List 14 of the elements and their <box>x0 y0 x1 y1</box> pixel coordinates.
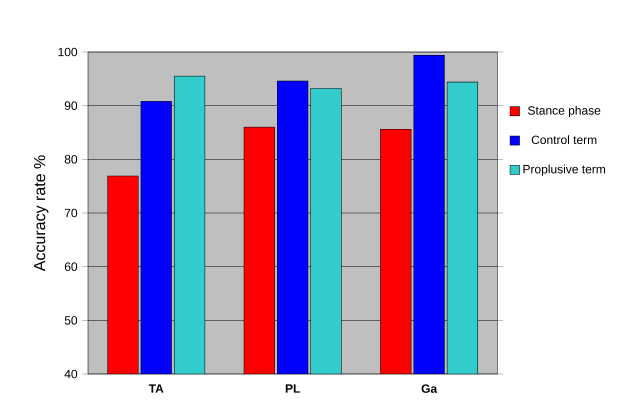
y-tick-label: 60 <box>64 262 78 271</box>
legend-label: Control term <box>532 135 596 144</box>
y-tick-label: 50 <box>64 316 78 325</box>
y-tick-label: 80 <box>64 155 78 164</box>
x-tick-label: TA <box>148 384 164 393</box>
x-tick-label: PL <box>286 384 300 393</box>
y-tick-label: 70 <box>64 208 78 218</box>
y-tick-label: 100 <box>58 48 78 56</box>
legend-label: Proplusive term <box>523 164 606 176</box>
y-tick-label: 90 <box>64 101 78 110</box>
y-tick-label: 40 <box>64 370 78 378</box>
legend-label: Stance phase <box>528 106 600 118</box>
y-axis-title: Accuracy rate % <box>34 155 48 272</box>
x-tick-label: Ga <box>422 384 438 393</box>
